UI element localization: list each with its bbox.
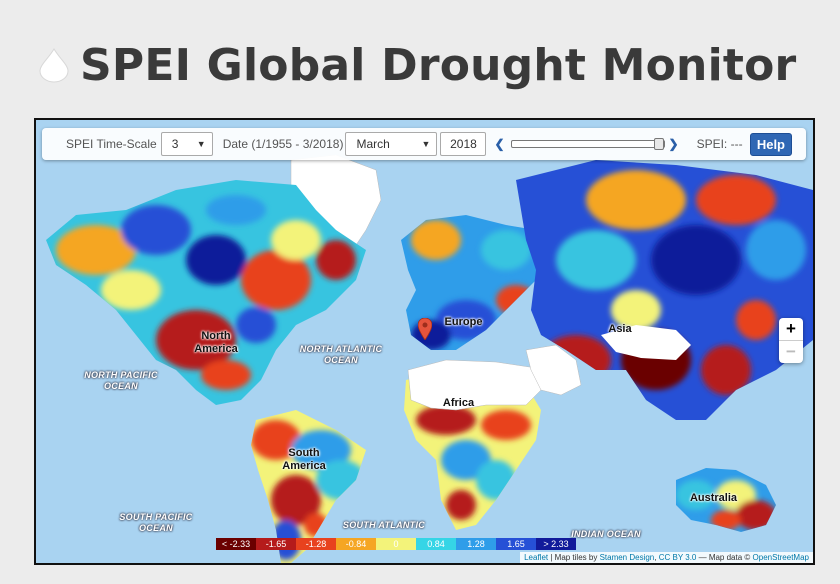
prev-date-arrow-icon[interactable]: ❮	[494, 137, 505, 151]
timescale-select[interactable]: 3 ▼	[160, 132, 213, 156]
arabia-no-data	[525, 344, 582, 396]
attribution-data-text: — Map data ©	[696, 553, 753, 562]
ccby-link[interactable]: CC BY 3.0	[658, 553, 697, 562]
zoom-control: + −	[779, 318, 803, 363]
next-date-arrow-icon[interactable]: ❯	[668, 137, 679, 151]
water-drop-icon	[39, 48, 69, 83]
month-value: March	[356, 137, 390, 151]
slider-handle[interactable]	[653, 138, 664, 150]
osm-link[interactable]: OpenStreetMap	[752, 553, 809, 562]
legend-item: 1.65	[496, 538, 536, 550]
year-input[interactable]: 2018	[440, 132, 487, 156]
year-value: 2018	[450, 137, 477, 151]
label-north-atlantic: NORTH ATLANTIC OCEAN	[299, 344, 383, 365]
label-north-pacific: NORTH PACIFIC OCEAN	[84, 370, 158, 391]
controls-bar: SPEI Time-Scale 3 ▼ Date (1/1955 - 3/201…	[42, 128, 806, 160]
map-attribution: Leaflet | Map tiles by Stamen Design, CC…	[520, 552, 813, 563]
europe-drought	[401, 215, 546, 350]
spei-legend: < -2.33 -1.65 -1.28 -0.84 0 0.84 1.28 1.65 > 2.3…	[216, 538, 576, 550]
timescale-value: 3	[171, 137, 179, 151]
label-africa: Africa	[442, 397, 475, 409]
legend-item: -1.28	[296, 538, 336, 550]
zoom-in-button[interactable]: +	[786, 319, 796, 338]
chevron-down-icon: ▼	[421, 139, 431, 149]
legend-item: 1.28	[456, 538, 496, 550]
attribution-tiles-text: | Map tiles by	[548, 553, 600, 562]
sahara-no-data	[407, 359, 542, 411]
map-container[interactable]: North America South America Europe Afric…	[34, 118, 815, 565]
zoom-out-button[interactable]: −	[779, 340, 803, 363]
legend-item: -0.84	[336, 538, 376, 550]
location-marker-icon[interactable]	[418, 318, 432, 340]
date-label: Date (1/1955 - 3/2018)	[222, 137, 344, 151]
timescale-label: SPEI Time-Scale	[66, 137, 157, 151]
label-south-atlantic: SOUTH ATLANTIC	[342, 520, 426, 530]
label-north-america: North America	[194, 330, 238, 355]
label-south-america: South America	[282, 447, 326, 472]
label-south-pacific: SOUTH PACIFIC OCEAN	[119, 512, 193, 533]
label-australia: Australia	[689, 492, 738, 504]
spei-readout: SPEI: ---	[696, 137, 743, 151]
legend-item: > 2.33	[536, 538, 576, 550]
date-slider[interactable]	[510, 138, 665, 150]
legend-item: -1.65	[256, 538, 296, 550]
label-indian-ocean: INDIAN OCEAN	[571, 529, 641, 539]
legend-item: < -2.33	[216, 538, 256, 550]
page-title: SPEI Global Drought Monitor	[80, 39, 797, 91]
legend-item: 0.84	[416, 538, 456, 550]
chevron-down-icon: ▼	[196, 139, 206, 149]
label-asia: Asia	[608, 323, 632, 335]
page-header: SPEI Global Drought Monitor	[36, 30, 796, 100]
label-europe: Europe	[444, 316, 483, 328]
month-select[interactable]: March ▼	[345, 132, 438, 156]
drought-map[interactable]	[36, 120, 813, 563]
help-button[interactable]: Help	[749, 132, 792, 156]
legend-item: 0	[376, 538, 416, 550]
attribution-comma: ,	[654, 553, 659, 562]
stamen-link[interactable]: Stamen Design	[599, 553, 655, 562]
leaflet-link[interactable]: Leaflet	[524, 553, 549, 562]
asia-no-data	[601, 325, 691, 360]
